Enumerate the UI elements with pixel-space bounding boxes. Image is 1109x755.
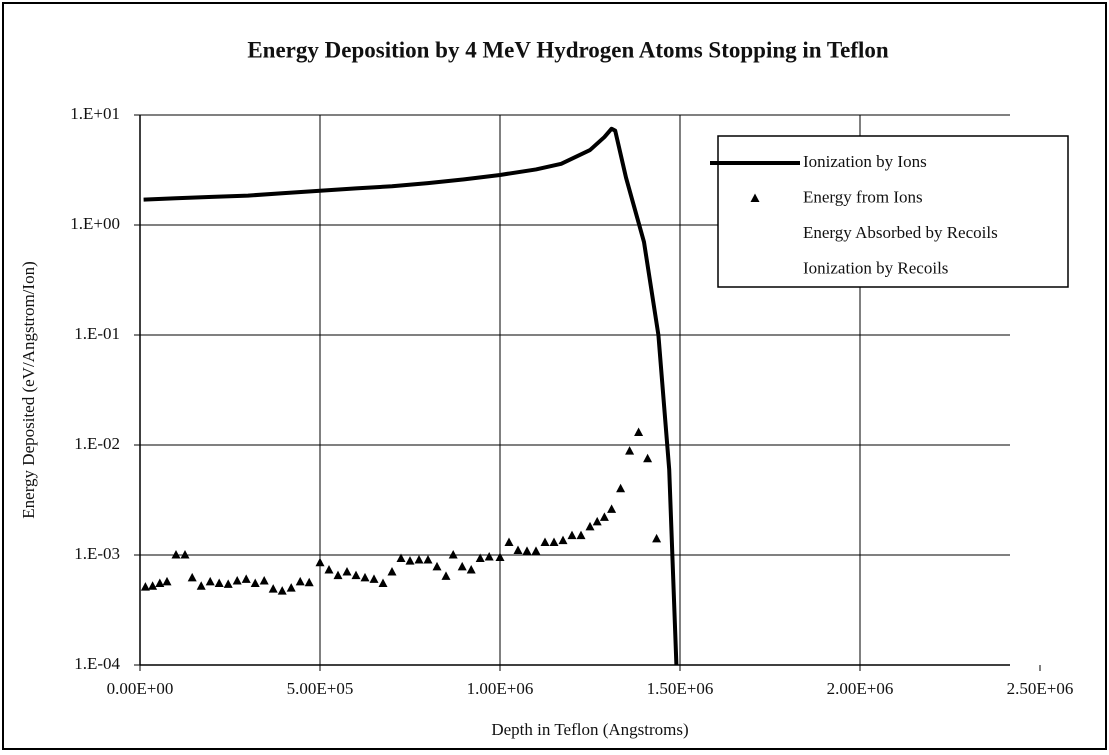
- data-point: [592, 516, 602, 526]
- data-point: [567, 530, 577, 540]
- data-point: [155, 578, 165, 588]
- data-point: [250, 578, 260, 588]
- data-point: [304, 577, 314, 587]
- data-point: [205, 576, 215, 586]
- data-point: [351, 570, 361, 580]
- data-point: [324, 565, 334, 574]
- data-point: [616, 483, 626, 493]
- data-point: [342, 567, 352, 576]
- data-point: [286, 583, 296, 592]
- data-point: [196, 581, 206, 590]
- x-tick-label: 2.50E+06: [1007, 679, 1074, 698]
- data-point: [607, 504, 617, 513]
- data-point: [295, 576, 305, 586]
- legend-label: Ionization by Recoils: [803, 258, 948, 277]
- data-point: [549, 537, 559, 546]
- data-point: [162, 576, 172, 586]
- data-point: [277, 586, 287, 595]
- data-point: [495, 552, 505, 561]
- x-axis-label: Depth in Teflon (Angstroms): [491, 720, 688, 739]
- y-tick-label: 1.E+00: [70, 214, 120, 233]
- data-point: [140, 582, 150, 591]
- data-point: [475, 553, 485, 562]
- data-point: [360, 572, 370, 582]
- data-point: [652, 533, 662, 543]
- data-point: [531, 546, 541, 555]
- data-point: [634, 427, 644, 436]
- data-point: [315, 557, 325, 567]
- y-tick-label: 1.E-01: [74, 324, 120, 343]
- data-line: [143, 126, 679, 666]
- data-point: [513, 545, 523, 554]
- data-point: [522, 546, 532, 555]
- data-point: [223, 579, 233, 588]
- y-tick-label: 1.E+01: [70, 104, 120, 123]
- x-tick-label: 2.00E+06: [827, 679, 894, 698]
- data-point: [432, 561, 442, 571]
- x-tick-label: 5.00E+05: [287, 679, 354, 698]
- data-point: [268, 584, 278, 593]
- data-point: [378, 578, 388, 588]
- y-tick-label: 1.E-04: [74, 654, 120, 673]
- legend-label: Energy Absorbed by Recoils: [803, 223, 998, 242]
- data-point: [405, 556, 415, 565]
- data-point: [171, 550, 181, 559]
- legend-label: Energy from Ions: [803, 187, 923, 206]
- data-point: [484, 551, 494, 561]
- legend-label: Ionization by Ions: [803, 152, 927, 171]
- data-point: [180, 550, 190, 559]
- data-point: [585, 521, 595, 531]
- data-point: [396, 553, 406, 562]
- data-point: [187, 572, 197, 582]
- data-point: [214, 578, 224, 588]
- data-point: [232, 576, 242, 585]
- data-point: [414, 555, 424, 564]
- data-point: [466, 565, 476, 574]
- y-tick-label: 1.E-03: [74, 544, 120, 563]
- data-point: [259, 576, 269, 585]
- data-point: [333, 570, 343, 580]
- legend-swatch: [750, 193, 760, 202]
- x-tick-label: 0.00E+00: [107, 679, 174, 698]
- data-point: [387, 567, 397, 576]
- data-point: [540, 537, 550, 546]
- data-point: [448, 550, 458, 559]
- data-point: [625, 446, 635, 455]
- data-point: [241, 574, 251, 583]
- y-tick-label: 1.E-02: [74, 434, 120, 453]
- x-tick-label: 1.50E+06: [647, 679, 714, 698]
- data-point: [599, 512, 609, 521]
- data-point: [423, 555, 433, 564]
- y-axis-label: Energy Deposited (eV/Angstrom/Ion): [19, 261, 38, 518]
- data-point: [457, 561, 467, 571]
- data-point: [369, 574, 379, 583]
- data-point: [576, 530, 586, 540]
- data-point: [558, 535, 568, 545]
- chart-title: Energy Deposition by 4 MeV Hydrogen Atom…: [247, 37, 889, 62]
- data-point: [148, 581, 158, 590]
- data-point: [504, 537, 514, 546]
- x-tick-label: 1.00E+06: [467, 679, 534, 698]
- data-point: [441, 571, 451, 580]
- data-point: [643, 453, 653, 463]
